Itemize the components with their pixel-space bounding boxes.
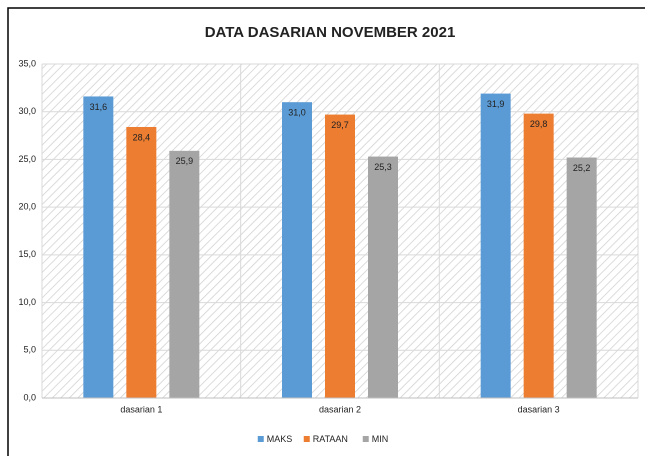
bar <box>566 157 597 398</box>
y-tick-label: 15,0 <box>18 249 36 259</box>
y-tick-label: 5,0 <box>23 345 36 355</box>
value-label: 28,4 <box>133 132 151 142</box>
y-tick-label: 30,0 <box>18 106 36 116</box>
y-tick-label: 35,0 <box>18 58 36 68</box>
bar <box>126 126 157 399</box>
legend-swatch <box>362 436 369 442</box>
y-tick-label: 20,0 <box>18 202 36 212</box>
bar <box>368 156 398 398</box>
bar <box>282 102 312 399</box>
frame <box>7 7 645 456</box>
x-tick-label: dasarian 2 <box>319 404 361 414</box>
x-tick-label: dasarian 3 <box>518 404 560 414</box>
value-label: 31,9 <box>487 99 505 109</box>
y-tick-label: 0,0 <box>23 392 36 402</box>
bar <box>523 113 554 398</box>
bar <box>325 114 355 398</box>
x-tick-label: dasarian 1 <box>120 404 162 414</box>
bar <box>480 93 511 398</box>
value-label: 31,6 <box>90 102 108 112</box>
legend-label: RATAAN <box>313 434 348 444</box>
value-label: 29,7 <box>331 120 349 130</box>
value-label: 29,8 <box>530 119 548 129</box>
value-label: 31,0 <box>288 108 306 118</box>
legend-swatch <box>303 436 310 442</box>
legend-swatch <box>257 436 264 442</box>
value-label: 25,2 <box>573 163 591 173</box>
bar <box>83 96 114 399</box>
legend-label: MIN <box>372 434 389 444</box>
y-tick-label: 10,0 <box>18 297 36 307</box>
legend-label: MAKS <box>267 434 293 444</box>
value-label: 25,9 <box>176 156 194 166</box>
chart-title: DATA DASARIAN NOVEMBER 2021 <box>205 24 456 41</box>
bar <box>169 150 200 398</box>
value-label: 25,3 <box>374 162 392 172</box>
y-tick-label: 25,0 <box>18 154 36 164</box>
